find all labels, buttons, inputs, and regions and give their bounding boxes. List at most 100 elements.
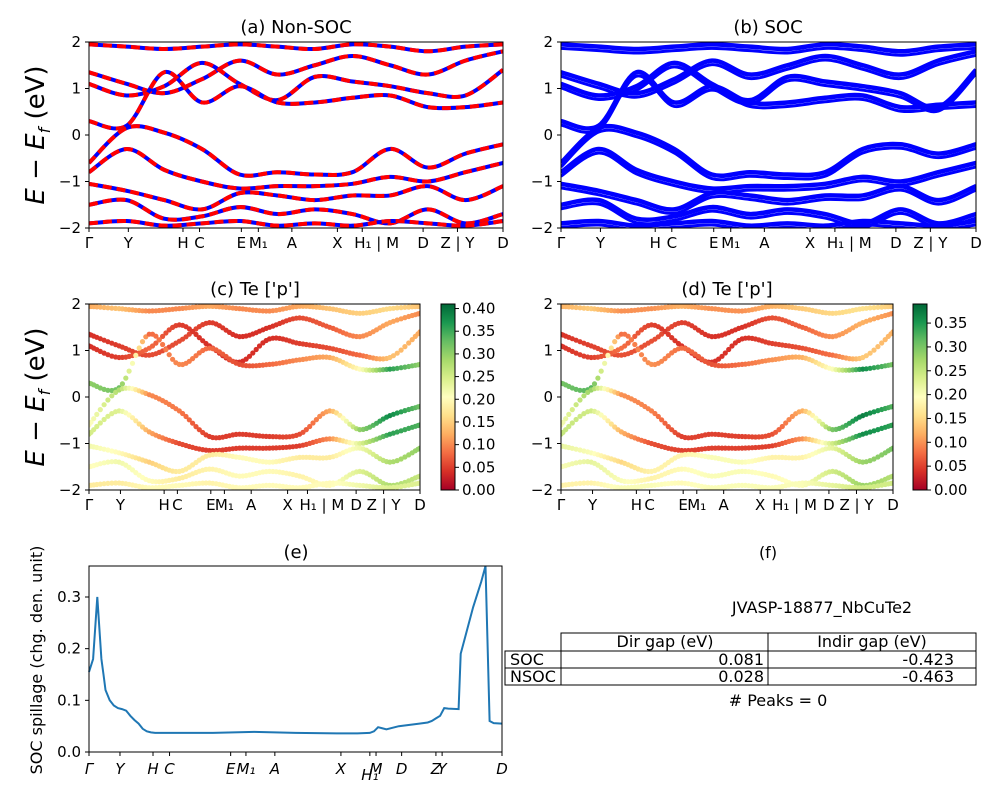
projected-band-point: [635, 347, 641, 353]
band-line: [561, 197, 976, 226]
panel-c-ylabel: E − Ef (eV): [21, 327, 54, 466]
colorbar-tick-label: 0.00: [934, 481, 967, 499]
panel-a-plot-area: −2 −1 0 1 2 Γ Y H C E M₁ A X H₁ | M D Z | Y D: [59, 33, 509, 252]
band-line-red: [89, 181, 503, 212]
projected-band-point: [394, 350, 400, 356]
panel-c-colorbar: 0.00 0.05 0.10 0.15 0.20 0.25 0.30 0.35 0.40: [440, 300, 495, 499]
projected-band-point: [94, 423, 100, 430]
x-tick-label: D: [350, 496, 362, 514]
projected-band-point: [577, 387, 583, 393]
projected-band-point: [303, 427, 309, 433]
projected-band-point: [193, 331, 199, 337]
projected-band-point: [417, 480, 420, 486]
y-tick-label: 2: [543, 33, 553, 51]
projected-band-point: [726, 346, 732, 353]
colorbar-tick-label: 0.30: [934, 338, 967, 356]
x-tick-label: Z | Y: [839, 496, 874, 514]
projected-band-point: [119, 381, 125, 387]
panel-a-title: (a) Non-SOC: [240, 17, 351, 38]
projected-band-point: [105, 459, 111, 465]
projected-band-point: [608, 345, 614, 351]
projected-band-point: [628, 337, 635, 343]
projected-band-point: [109, 393, 115, 399]
x-tick-label: Γ: [85, 234, 94, 252]
panel-f-title: (f): [759, 543, 777, 562]
band-line-red: [89, 42, 503, 54]
panel-e-ylabel: SOC spillage (chg. den. unit): [27, 546, 46, 775]
x-tick-label: H: [147, 760, 158, 778]
projected-band-point: [625, 333, 631, 339]
panel-d-title: (d) Te ['p']: [681, 279, 772, 300]
x-tick-label: D: [887, 496, 899, 514]
projected-band-point: [166, 352, 172, 358]
projected-band-point: [786, 417, 792, 423]
projected-band-point: [170, 356, 176, 362]
band-line: [561, 49, 976, 96]
band-line-split: [561, 202, 976, 228]
x-tick-label: A: [719, 496, 730, 514]
band-line-split: [561, 186, 976, 215]
projected-band-point: [190, 328, 196, 335]
y-tick-label: 0.0: [57, 743, 81, 761]
y-tick-label: −1: [59, 173, 81, 191]
projected-band-point: [253, 346, 259, 353]
band-line-split: [561, 74, 976, 135]
projected-band-point: [632, 333, 638, 339]
y-tick-label: 2: [71, 295, 81, 313]
table-header-indir: Indir gap (eV): [817, 632, 927, 651]
projected-band-point: [97, 420, 103, 426]
projected-band-point: [665, 424, 671, 430]
x-tick-label: Z | Y: [367, 496, 402, 514]
projected-band-point: [109, 480, 115, 486]
projected-band-point: [602, 415, 608, 421]
panel-b: (b) SOC −2 −1 0 1 2 Γ Y H C E M₁ A X H₁ | M D Z | Y D: [531, 17, 982, 252]
x-tick-label: Z | Y: [913, 234, 948, 252]
table-row-label: NSOC: [510, 667, 556, 686]
x-tick-label: C: [194, 234, 204, 252]
band-line-split: [561, 65, 976, 114]
projected-band-point: [573, 304, 579, 311]
projected-band-point: [566, 423, 572, 430]
table-cell-indir: -0.423: [902, 650, 954, 669]
band-line: [561, 123, 976, 179]
projected-band-point: [390, 366, 396, 372]
projected-band-point: [394, 458, 400, 464]
colorbar-tick-label: 0.25: [934, 362, 967, 380]
projected-band-point: [779, 423, 785, 430]
projected-band-point: [566, 411, 572, 417]
projected-band-point: [105, 447, 111, 453]
x-tick-label: A: [246, 496, 257, 514]
x-tick-label: D: [496, 760, 508, 778]
projected-band-point: [417, 329, 420, 335]
projected-band-point: [890, 329, 893, 335]
x-tick-label: Y: [115, 760, 126, 778]
band-line-blue: [89, 70, 503, 131]
projected-band-point: [394, 305, 400, 311]
projected-band-point: [591, 381, 598, 387]
x-tick-label: E: [237, 234, 246, 252]
colorbar-tick-label: 0.00: [462, 481, 495, 499]
x-tick-label: D: [417, 234, 429, 252]
band-line-blue: [89, 124, 503, 178]
projected-band-point: [890, 361, 893, 367]
x-tick-label: H: [158, 496, 169, 514]
projected-band-point: [581, 393, 587, 399]
band-line-blue: [89, 146, 503, 191]
projected-band-point: [602, 360, 608, 366]
x-tick-label: D: [890, 234, 902, 252]
colorbar-tick-label: 0.35: [934, 314, 967, 332]
projected-band-point: [153, 333, 159, 339]
projected-band-point: [867, 305, 873, 311]
x-tick-label: X: [755, 496, 765, 514]
band-line-split: [561, 53, 976, 99]
projected-band-point: [417, 403, 420, 409]
projected-band-point: [890, 310, 893, 316]
x-tick-label: H: [177, 234, 188, 252]
projected-band-point: [394, 429, 400, 435]
projected-band-point: [569, 407, 575, 413]
projected-band-point: [109, 305, 115, 311]
projected-band-point: [573, 386, 579, 392]
projected-band-point: [101, 416, 107, 423]
projected-band-point: [133, 418, 139, 424]
y-tick-label: −2: [531, 481, 553, 499]
